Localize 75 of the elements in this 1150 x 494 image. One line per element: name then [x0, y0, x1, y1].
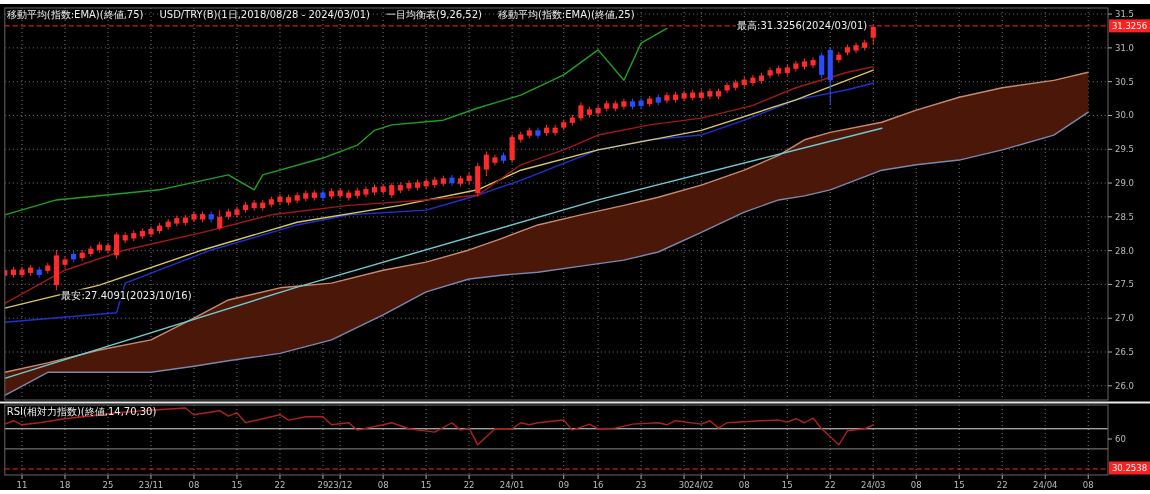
x-tick-label: 08	[910, 480, 922, 490]
x-tick-label: 18	[59, 480, 71, 490]
x-tick-label: 22	[824, 480, 836, 490]
x-tick-label: 29	[317, 480, 329, 490]
candlestick	[509, 133, 515, 164]
x-tick-label: 24/04	[1032, 480, 1058, 490]
candlestick	[819, 52, 825, 79]
y-tick-label: 26.5	[1115, 347, 1134, 358]
x-tick-label: 22	[463, 480, 475, 490]
y-tick-label: 29.5	[1115, 144, 1134, 155]
candlestick	[578, 102, 584, 122]
candlestick	[406, 179, 412, 192]
y-tick-label: 27.5	[1115, 279, 1134, 290]
y-tick-label: 26.0	[1115, 380, 1134, 391]
text: 60	[1115, 434, 1126, 444]
x-tick-label: 15	[781, 480, 793, 490]
y-tick-label: 28.0	[1115, 245, 1134, 256]
y-tick-label: 31.5	[1115, 9, 1134, 20]
x-tick-label: 16	[592, 480, 604, 490]
candlestick	[114, 231, 120, 260]
candlestick	[767, 66, 773, 79]
y-tick-label: 28.5	[1115, 211, 1134, 222]
candlestick	[337, 187, 343, 200]
candlestick	[191, 210, 197, 223]
x-tick-label: 24/01	[499, 480, 525, 490]
text: 30.2538	[1111, 463, 1148, 473]
candlestick	[62, 256, 68, 269]
candlestick	[320, 189, 326, 202]
annotation: 最高:31.3256(2024/03/01)	[737, 20, 868, 32]
candlestick	[707, 87, 713, 100]
annotation: USD/TRY(B)(1日,2018/08/28 - 2024/03/01)	[159, 9, 371, 20]
x-tick-label: 11	[16, 480, 28, 490]
x-tick-label: 25	[102, 480, 114, 490]
candlestick	[793, 60, 799, 73]
candlestick	[277, 193, 283, 206]
candlestick	[363, 185, 369, 198]
x-tick-label: 15	[231, 480, 243, 490]
x-tick-label: 09	[558, 480, 570, 490]
candlestick	[853, 41, 859, 54]
y-tick-label: 30.5	[1115, 76, 1134, 87]
annotation: 移動平均(指数:EMA)(終値,75)	[6, 9, 144, 20]
y-tick-label: 27.0	[1115, 313, 1134, 324]
line-series	[4, 27, 668, 216]
y-tick-label: 29.0	[1115, 178, 1134, 189]
line-series	[4, 127, 883, 380]
candlestick	[681, 89, 687, 102]
x-tick-label: 08	[377, 480, 389, 490]
y-tick-label: 30.0	[1115, 110, 1134, 121]
x-tick-label: 23/11	[138, 480, 164, 490]
x-tick-label: 08	[188, 480, 200, 490]
candlestick	[148, 225, 154, 238]
y-tick-label: 31.0	[1115, 42, 1134, 53]
x-tick-label: 30	[678, 480, 690, 490]
candlestick	[810, 56, 816, 69]
candlestick	[483, 150, 489, 177]
candlestick	[664, 91, 670, 104]
x-tick-label: 23/12	[327, 480, 353, 490]
ref-line-label: 31.3256	[1111, 20, 1148, 31]
x-tick-label: 15	[420, 480, 432, 490]
x-tick-label: 08	[1082, 480, 1094, 490]
x-tick-label: 22	[274, 480, 286, 490]
x-tick-label: 15	[953, 480, 965, 490]
candlestick	[19, 266, 25, 279]
annotation: 最安:27.4091(2023/10/16)	[61, 289, 192, 301]
x-tick-label: 24/03	[861, 480, 886, 490]
annotation: 移動平均(指数:EMA)(終値,25)	[497, 9, 635, 20]
candlestick	[380, 183, 386, 196]
x-tick-label: 08	[738, 480, 750, 490]
annotation: 一目均衡表(9,26,52)	[385, 9, 483, 20]
candlestick	[234, 206, 240, 219]
x-tick-label: 24/02	[689, 480, 714, 490]
candlestick	[217, 209, 223, 231]
x-tick-label: 23	[635, 480, 647, 490]
x-tick-label: 22	[996, 480, 1008, 490]
candlestick	[449, 174, 455, 187]
